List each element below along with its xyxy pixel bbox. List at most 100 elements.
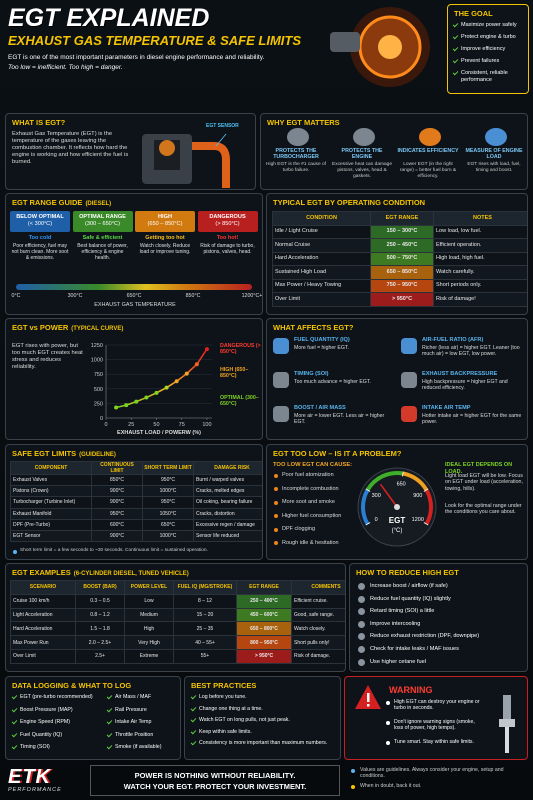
table-cell: Pistons (Crown) xyxy=(10,485,92,498)
header-row: CONDITION EGT RANGE NOTES xyxy=(272,211,527,226)
item-text: Check for intake leaks / MAF issues xyxy=(370,646,459,652)
bullet-icon xyxy=(11,706,18,712)
item-text: Hotter intake air = higher EGT for the s… xyxy=(422,413,522,426)
table-row: Cruise 100 km/h 0.3 – 0.5 Low 8 – 12 250 – 4… xyxy=(10,593,345,609)
table-cell: Hard Acceleration xyxy=(272,251,371,266)
list-item: DPF clogging xyxy=(273,526,363,533)
table-cell: Watch closely. xyxy=(291,621,345,637)
item-icon xyxy=(358,608,365,616)
panel-title: SAFE EGT LIMITS (GUIDELINE) xyxy=(12,449,116,458)
why-matters-panel: WHY EGT MATTERS PROTECTS THE TURBOCHARGER… xyxy=(260,113,528,190)
x-tick-label: 50 xyxy=(153,422,159,428)
gauge-unit: (°C) xyxy=(392,528,403,534)
item-text: Boost Pressure (MAP) xyxy=(20,706,73,713)
item-icon xyxy=(273,372,289,388)
panel-title: WHAT AFFECTS EGT? xyxy=(273,323,354,332)
table-cell: Medium xyxy=(124,607,174,623)
gauge-tick xyxy=(365,488,371,492)
slogan: WATCH YOUR EGT. PROTECT YOUR INVESTMENT. xyxy=(123,782,307,791)
gauge-segment xyxy=(402,471,429,492)
item-text: Consistent, reliable performance xyxy=(461,70,508,83)
y-tick-label: 1250 xyxy=(91,343,103,349)
item-title: PROTECTS THE ENGINE xyxy=(341,148,383,161)
warning-bar xyxy=(367,693,370,702)
table-row: Normal Cruise 250 – 450°C Efficient operat… xyxy=(272,238,527,253)
table-cell: Good, safe range. xyxy=(291,607,345,623)
turbo-illustration xyxy=(330,7,430,87)
item-text: Richer (less air) = higher EGT. Leaner (… xyxy=(422,345,520,358)
gauge-title: EGT xyxy=(389,516,406,525)
bullet-icon xyxy=(106,743,113,750)
range-text: Watch closely. Reduce load or improve tu… xyxy=(139,243,191,255)
table-cell: 250 – 400°C xyxy=(236,593,292,609)
note-icon xyxy=(351,768,355,773)
gauge-needle xyxy=(379,483,398,508)
data-point xyxy=(144,395,149,400)
table-cell: Exhaust Valves xyxy=(10,473,92,487)
table-cell: 0.8 – 1.2 xyxy=(75,607,125,623)
table-row: Sustained High Load 650 – 850°C Watch care… xyxy=(272,265,527,280)
table-cell: Turbocharger (Turbine Inlet) xyxy=(10,496,92,509)
scale-label: 850°C xyxy=(185,293,201,299)
list-item: Protect engine & turbo xyxy=(452,33,528,41)
table-cell: 950°C xyxy=(91,507,143,520)
item-text: Don't ignore warning signs (smoke, loss … xyxy=(394,719,475,732)
table-cell: Watch carefully. xyxy=(433,265,527,280)
table-row: Turbocharger (Turbine Inlet) 900°C 950°C Oi… xyxy=(10,496,262,509)
item-title: INDICATES EFFICIENCY xyxy=(397,148,459,154)
item-icon xyxy=(401,372,417,388)
bullet-icon xyxy=(190,716,197,723)
bullet-icon xyxy=(274,527,278,532)
item-icon xyxy=(358,583,365,590)
item-text: Rough idle & hesitation xyxy=(282,539,339,546)
slogan: POWER IS NOTHING WITHOUT RELIABILITY. xyxy=(134,771,296,780)
item-icon xyxy=(358,646,365,653)
table-cell: High load, high fuel. xyxy=(433,251,527,266)
scale-label: 1200°C+ xyxy=(241,293,263,299)
bullet-icon xyxy=(11,718,18,725)
table-cell: 800 – 950°C xyxy=(236,635,292,650)
range-status: Too cold xyxy=(28,235,52,241)
too-low-panel: EGT TOO LOW – IS IT A PROBLEM? TOO LOW EG… xyxy=(266,444,528,560)
table-cell: Very High xyxy=(124,635,174,650)
sensor-pointer xyxy=(215,133,227,147)
sensor-label: EGT SENSOR xyxy=(206,123,239,129)
table-cell: Light Acceleration xyxy=(10,607,76,623)
item-text: Improve efficiency xyxy=(461,46,506,52)
item-text: Incomplete combustion xyxy=(282,485,339,492)
gauge-tick-label: 300 xyxy=(372,493,381,499)
table-cell: 500 – 750°C xyxy=(370,251,434,266)
gauge-tick-label: 1200 xyxy=(412,517,424,523)
table-cell: Short pulls only! xyxy=(291,635,345,650)
header-cell: SCENARIO xyxy=(10,580,76,595)
panel-qualifier: (6-CYLINDER DIESEL, TUNED VEHICLE) xyxy=(73,571,189,577)
item-icon xyxy=(358,633,365,641)
list-item: Maximize power safely xyxy=(452,21,528,29)
list-item: Prevent failures xyxy=(452,57,528,65)
bullet-icon xyxy=(11,693,18,700)
header-row: SCENARIO BOOST (BAR) POWER LEVEL FUEL IQ (M… xyxy=(10,580,345,595)
note-text: When in doubt, back it out. xyxy=(360,783,422,789)
gauge-tick xyxy=(401,471,404,477)
data-point xyxy=(124,403,129,408)
table-cell: 850°C xyxy=(91,473,143,487)
range-status: Getting too hot xyxy=(145,235,185,241)
gauge-tick xyxy=(423,522,429,526)
table-cell: 1050°C xyxy=(142,507,194,520)
table-cell: Cracks, melted edges xyxy=(193,485,262,498)
gauge-tick-label: 650 xyxy=(397,481,406,487)
y-tick-label: 250 xyxy=(94,401,103,407)
list-item: Rough idle & hesitation xyxy=(273,540,363,547)
item-icon xyxy=(358,620,365,628)
table-cell: 600°C xyxy=(91,518,143,531)
warning-dot xyxy=(367,704,370,707)
sensor-illustration xyxy=(499,695,515,753)
list-item: Smoke (if available) xyxy=(106,743,180,750)
table-cell: DPF (Pre-Turbo) xyxy=(10,518,92,531)
table-row: Pistons (Crown) 900°C 1000°C Cracks, melted… xyxy=(10,485,262,498)
bullet-icon xyxy=(386,720,390,725)
gauge-segment xyxy=(361,489,370,525)
header-cell: DAMAGE RISK xyxy=(193,461,262,475)
panel-title: HOW TO REDUCE HIGH EGT xyxy=(356,568,459,577)
